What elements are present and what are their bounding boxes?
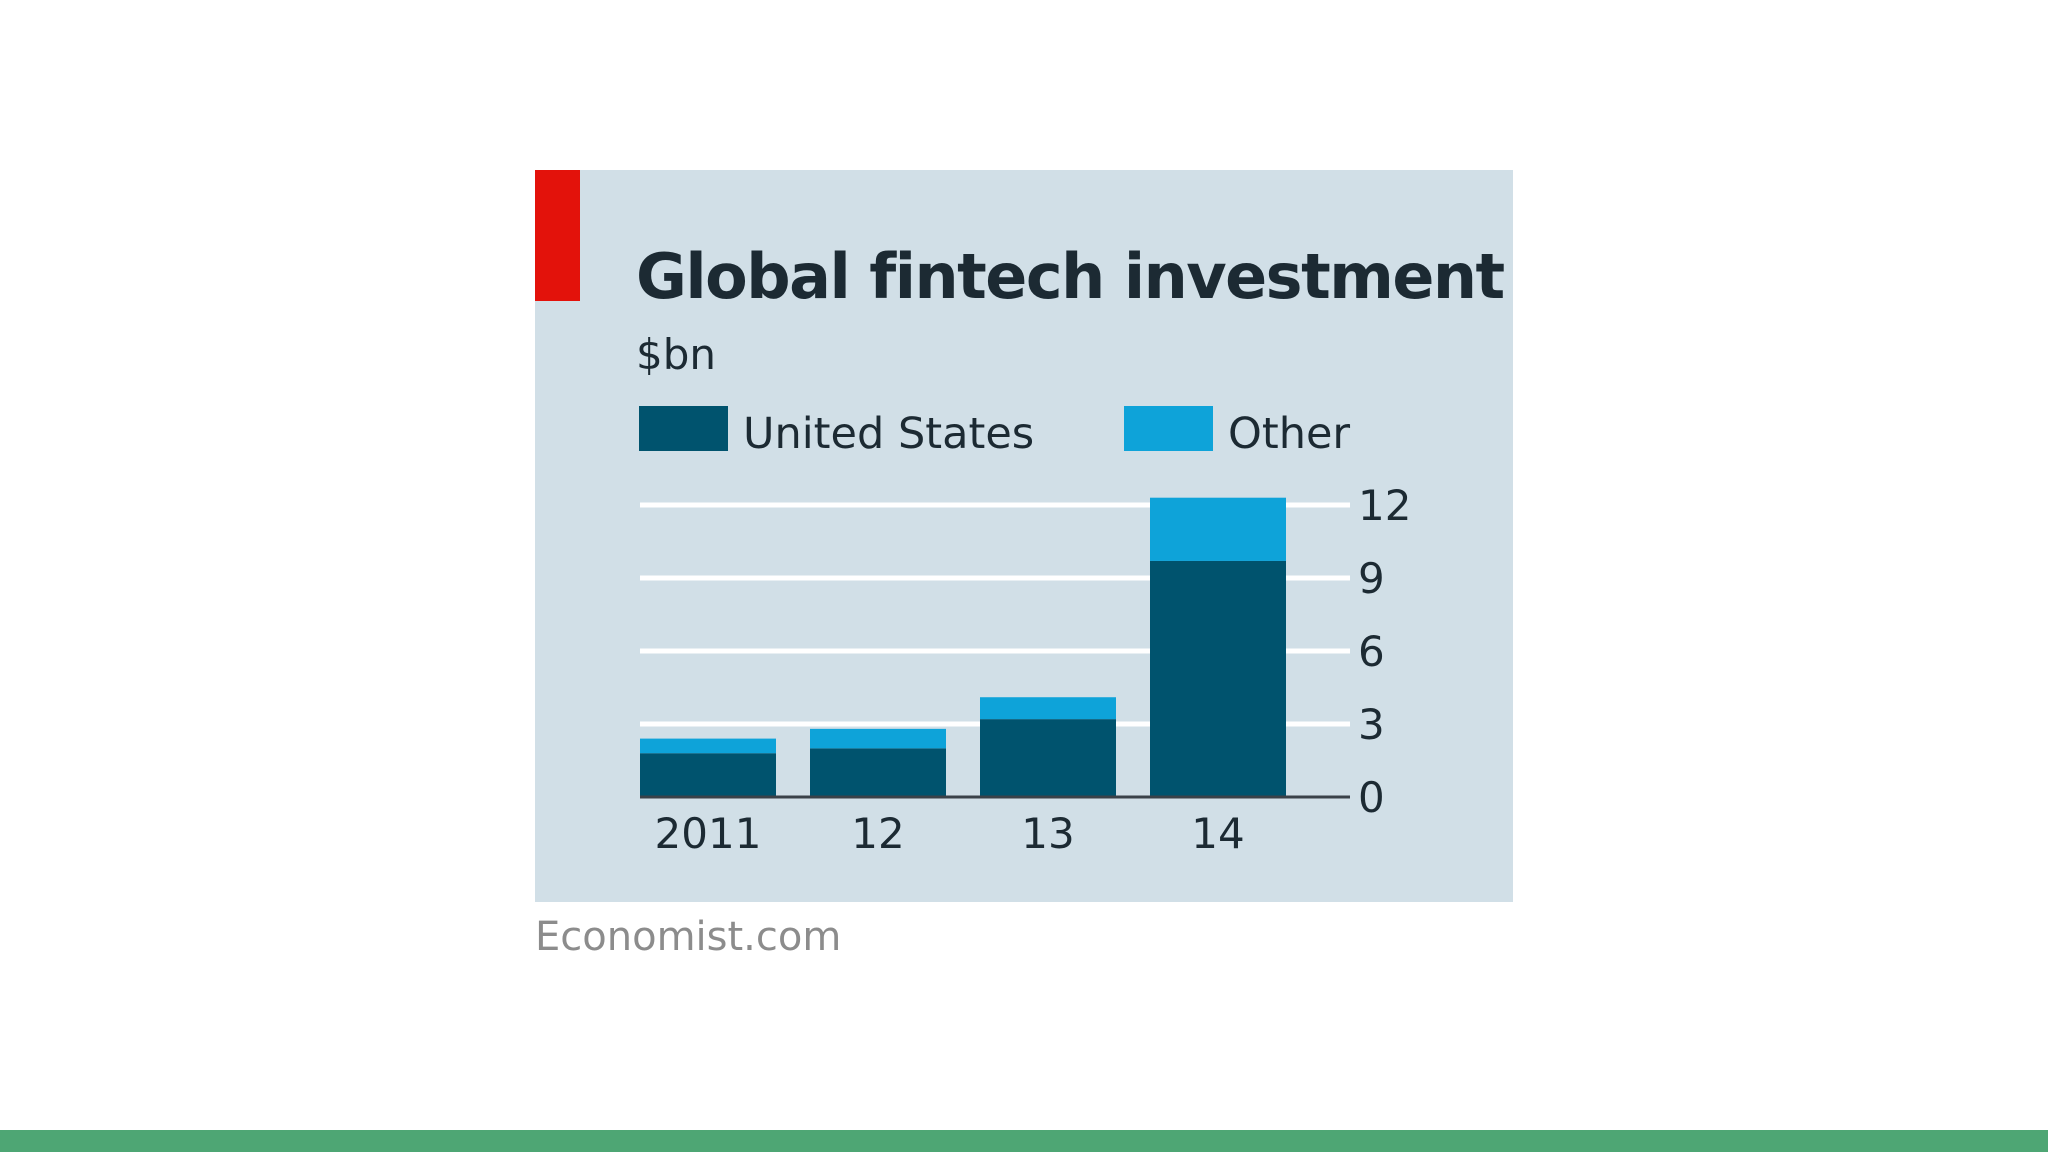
- bar-other-12: [810, 728, 946, 749]
- bar-other-13: [980, 697, 1116, 720]
- bar-united-states-13: [980, 719, 1116, 797]
- footer-accent-bar: [0, 1130, 2048, 1152]
- bar-other-14: [1150, 497, 1286, 561]
- bar-united-states-14: [1150, 560, 1286, 797]
- chart-subtitle: $bn: [636, 330, 717, 379]
- y-tick-label-9: 9: [1358, 554, 1385, 603]
- legend-label-united-states: United States: [743, 409, 1035, 459]
- bar-united-states-2011: [640, 753, 776, 797]
- x-tick-label-14: 14: [1191, 809, 1244, 858]
- bar-united-states-12: [810, 748, 946, 797]
- legend-swatch-united-states: [639, 406, 728, 451]
- x-tick-label-2011: 2011: [655, 809, 762, 858]
- bar-other-2011: [640, 738, 776, 754]
- source-credit: Economist.com: [535, 914, 842, 960]
- y-tick-label-3: 3: [1358, 700, 1385, 749]
- red-accent-tab: [535, 170, 580, 301]
- y-tick-label-12: 12: [1358, 481, 1411, 530]
- x-tick-label-12: 12: [851, 809, 904, 858]
- chart-title: Global fintech investment: [636, 240, 1505, 313]
- legend-label-other: Other: [1228, 409, 1351, 459]
- y-tick-label-0: 0: [1358, 773, 1385, 822]
- y-tick-label-6: 6: [1358, 627, 1385, 676]
- legend-swatch-other: [1124, 406, 1213, 451]
- x-tick-label-13: 13: [1021, 809, 1074, 858]
